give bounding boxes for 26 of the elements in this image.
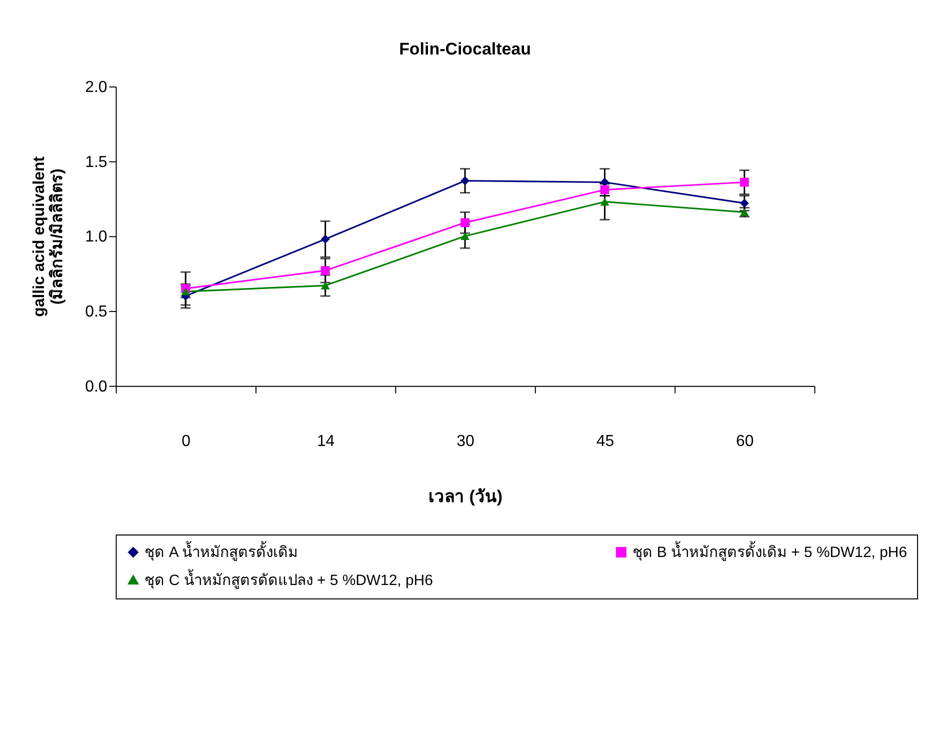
x-tick-label: 14: [316, 433, 335, 450]
point: [740, 178, 749, 187]
y-tick-label: 1.0: [85, 228, 108, 246]
point: [320, 266, 330, 276]
x-tick-label: 45: [596, 433, 614, 450]
point: [460, 176, 470, 186]
point: [320, 282, 330, 290]
legend-label: ชุด C น้ำหมักสูตรดัดแปลง + 5 %DW12, pH6: [144, 568, 433, 589]
point: [320, 234, 330, 244]
y-tick-label: 2.0: [85, 78, 108, 96]
point: [740, 198, 749, 208]
point: [600, 198, 610, 206]
y-tick-label: 1.5: [85, 154, 108, 171]
x-tick-label: 30: [456, 433, 475, 450]
x-tick-label: 0: [182, 433, 191, 450]
y-axis-title: gallic acid equivalent (มิลลิกรัม/มิลลิลิตร): [31, 156, 66, 317]
point: [181, 288, 190, 296]
legend-label: ชุด B น้ำหมักสูตรดั้งเดิม + 5 %DW12, pH6: [632, 541, 908, 562]
x-axis-title: เวลา (วัน): [428, 487, 503, 506]
point: [460, 232, 470, 240]
y-tick-label: 0.0: [85, 378, 108, 396]
chart-title: Folin-Ciocalteau: [399, 40, 531, 59]
y-tick-label: 0.5: [85, 303, 108, 320]
legend-label: ชุด A น้ำหมักสูตรดั้งเดิม: [144, 541, 298, 562]
point: [460, 218, 470, 228]
x-tick-label: 60: [736, 433, 754, 450]
